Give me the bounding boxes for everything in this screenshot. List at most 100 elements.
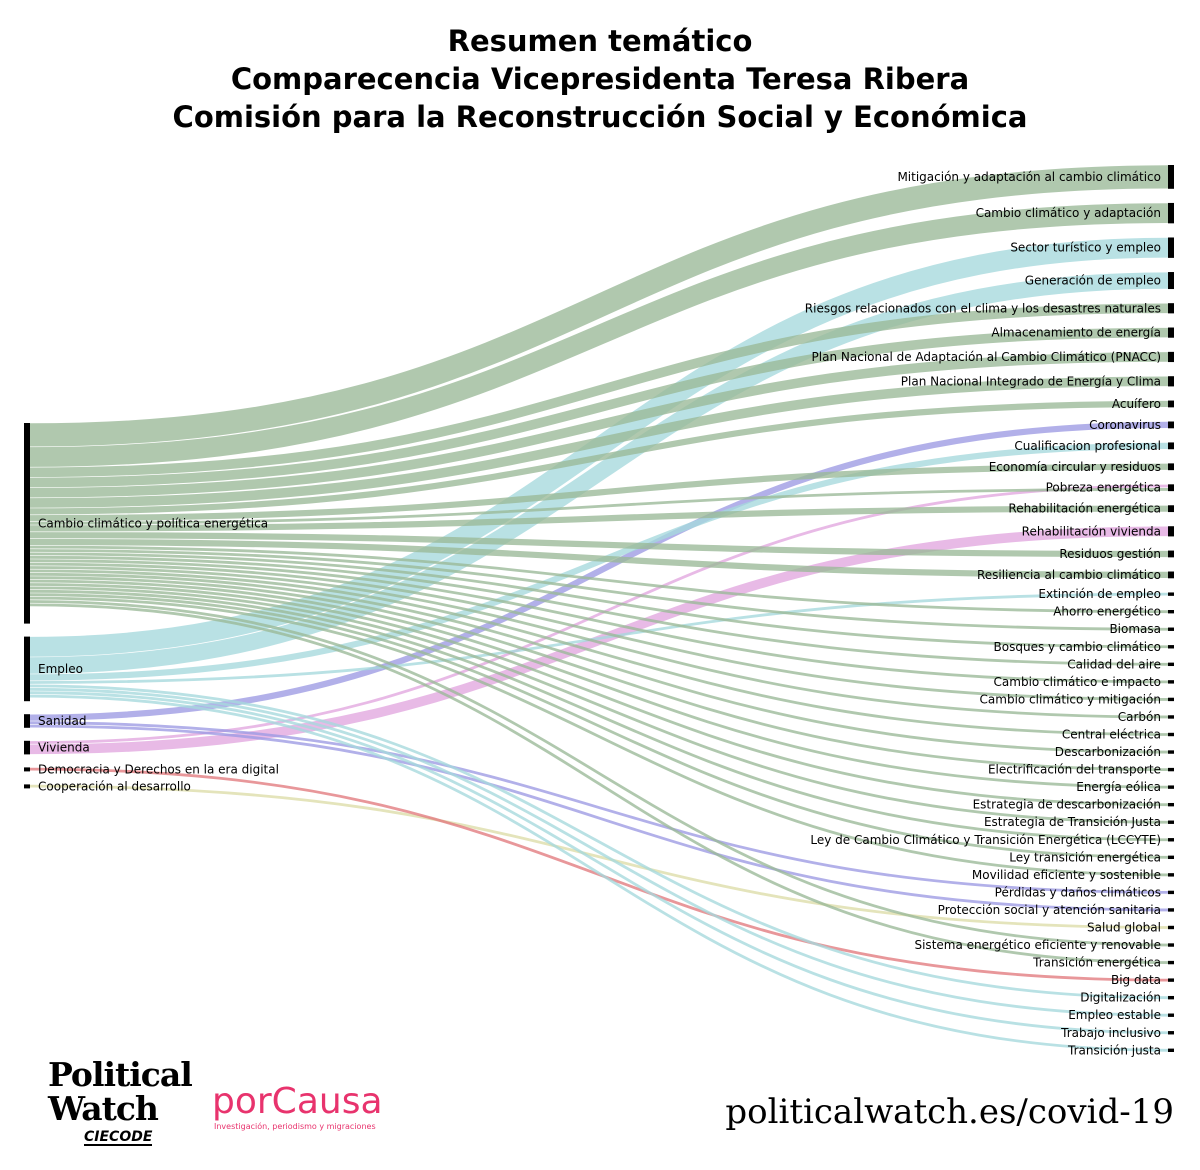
target-node-mitigacion-y-adaptacion-al-cambio-climatico xyxy=(1168,165,1174,189)
target-label-electrificacion-del-transporte: Electrificación del transporte xyxy=(988,763,1161,777)
link-cambio-climatico-y-politica-energetica-to-plan-nacional-integrado-de-energia-y-clima xyxy=(29,376,1169,508)
source-label-sanidad: Sanidad xyxy=(38,714,87,728)
link-cambio-climatico-y-politica-energetica-to-estrategia-de-descarbonizacion xyxy=(29,583,1169,807)
target-node-energia-eolica xyxy=(1168,785,1174,789)
link-cambio-climatico-y-politica-energetica-to-biomasa xyxy=(29,549,1169,631)
link-cambio-climatico-y-politica-energetica-to-bosques-y-cambio-climatico xyxy=(29,552,1169,649)
link-cambio-climatico-y-politica-energetica-to-acuifero xyxy=(29,400,1169,515)
target-node-electrificacion-del-transporte xyxy=(1168,767,1174,772)
target-node-economia-circular-y-residuos xyxy=(1168,463,1174,471)
target-node-estrategia-de-transicion-justa xyxy=(1168,820,1174,824)
target-label-plan-nacional-de-adaptacion-al-cambio-climatico-pnacc: Plan Nacional de Adaptación al Cambio Cl… xyxy=(812,350,1161,364)
target-label-mitigacion-y-adaptacion-al-cambio-climatico: Mitigación y adaptación al cambio climát… xyxy=(897,170,1161,184)
target-node-ley-de-cambio-climatico-y-transicion-energetica-lccyte xyxy=(1168,838,1174,842)
target-label-generacion-de-empleo: Generación de empleo xyxy=(1025,274,1161,288)
link-empleo-to-cualificacion-profesional xyxy=(29,442,1169,681)
link-empleo-to-digitalizacion xyxy=(29,684,1169,1000)
target-label-biomasa: Biomasa xyxy=(1109,622,1161,636)
title-line-1: Resumen temático xyxy=(447,24,753,58)
target-label-proteccion-social-y-atencion-sanitaria: Protección social y atención sanitaria xyxy=(938,903,1161,917)
porcausa-name: porCausa xyxy=(212,1081,383,1122)
nodes-layer xyxy=(24,165,1174,1052)
link-cambio-climatico-y-politica-energetica-to-cambio-climatico-y-adaptacion xyxy=(29,203,1169,467)
link-cambio-climatico-y-politica-energetica-to-riesgos-relacionados-con-el-clima-y-los-desastres-naturales xyxy=(29,303,1169,478)
target-node-riesgos-relacionados-con-el-clima-y-los-desastres-naturales xyxy=(1168,303,1174,314)
target-label-salud-global: Salud global xyxy=(1087,920,1161,934)
target-label-big-data: Big data xyxy=(1111,973,1161,987)
link-cambio-climatico-y-politica-energetica-to-central-electrica xyxy=(29,569,1169,736)
target-label-energia-eolica: Energía eólica xyxy=(1076,780,1161,794)
source-node-sanidad xyxy=(24,714,30,728)
source-label-cambio-climatico-y-politica-energetica: Cambio climático y política energética xyxy=(38,516,268,530)
labels-layer: Cambio climático y política energética Em… xyxy=(38,170,1161,1057)
target-node-coronavirus xyxy=(1168,421,1174,429)
target-node-transicion-justa xyxy=(1168,1048,1174,1052)
source-node-democracia-y-derechos-en-la-era-digital xyxy=(24,767,30,772)
target-label-pobreza-energetica: Pobreza energética xyxy=(1046,481,1161,495)
link-cambio-climatico-y-politica-energetica-to-rehabilitacion-energetica xyxy=(29,505,1169,532)
link-cambio-climatico-y-politica-energetica-to-electrificacion-del-transporte xyxy=(29,576,1169,771)
target-label-movilidad-eficiente-y-sostenible: Movilidad eficiente y sostenible xyxy=(972,868,1161,882)
target-label-empleo-estable: Empleo estable xyxy=(1068,1008,1161,1022)
link-cambio-climatico-y-politica-energetica-to-estrategia-de-transicion-justa xyxy=(29,586,1169,824)
link-empleo-to-extincion-de-empleo xyxy=(29,592,1169,684)
target-label-bosques-y-cambio-climatico: Bosques y cambio climático xyxy=(994,640,1161,654)
link-cambio-climatico-y-politica-energetica-to-ahorro-energetico xyxy=(29,545,1169,614)
source-node-vivienda xyxy=(24,740,30,755)
link-cambio-climatico-y-politica-energetica-to-energia-eolica xyxy=(29,579,1169,789)
source-node-cambio-climatico-y-politica-energetica xyxy=(24,423,30,624)
target-node-generacion-de-empleo xyxy=(1168,272,1174,290)
link-vivienda-to-pobreza-energetica xyxy=(29,484,1169,744)
target-label-cambio-climatico-y-adaptacion: Cambio climático y adaptación xyxy=(976,206,1161,220)
target-label-ley-de-cambio-climatico-y-transicion-energetica-lccyte: Ley de Cambio Climático y Transición Ene… xyxy=(810,833,1161,847)
target-label-ley-transicion-energetica: Ley transición energética xyxy=(1009,850,1161,864)
target-node-digitalizacion xyxy=(1168,995,1174,1000)
source-node-cooperacion-al-desarrollo xyxy=(24,784,30,789)
target-label-economia-circular-y-residuos: Economía circular y residuos xyxy=(989,460,1161,474)
target-node-trabajo-inclusivo xyxy=(1168,1031,1174,1035)
link-cambio-climatico-y-politica-energetica-to-residuos-gestion xyxy=(29,532,1169,558)
target-node-big-data xyxy=(1168,978,1174,982)
link-empleo-to-transicion-justa xyxy=(29,694,1169,1052)
source-label-vivienda: Vivienda xyxy=(38,741,90,755)
target-node-plan-nacional-de-adaptacion-al-cambio-climatico-pnacc xyxy=(1168,351,1174,363)
site-url: politicalwatch.es/covid-19 xyxy=(725,1092,1174,1132)
link-cambio-climatico-y-politica-energetica-to-ley-transicion-energetica xyxy=(29,593,1169,859)
links-layer xyxy=(29,165,1169,1052)
target-label-transicion-justa: Transición justa xyxy=(1067,1043,1161,1057)
link-cambio-climatico-y-politica-energetica-to-movilidad-eficiente-y-sostenible xyxy=(29,596,1169,877)
target-node-pobreza-energetica xyxy=(1168,484,1174,492)
link-cambio-climatico-y-politica-energetica-to-descarbonizacion xyxy=(29,572,1169,754)
link-cambio-climatico-y-politica-energetica-to-ley-de-cambio-climatico-y-transicion-energetica-lccyte xyxy=(29,589,1169,842)
link-cambio-climatico-y-politica-energetica-to-sistema-energetico-eficiente-y-renovable xyxy=(29,600,1169,947)
target-node-calidad-del-aire xyxy=(1168,662,1174,667)
link-cambio-climatico-y-politica-energetica-to-carbon xyxy=(29,566,1169,719)
target-label-ahorro-energetico: Ahorro energético xyxy=(1053,605,1161,619)
link-cambio-climatico-y-politica-energetica-to-economia-circular-y-residuos xyxy=(29,463,1169,522)
target-node-plan-nacional-integrado-de-energia-y-clima xyxy=(1168,376,1174,387)
target-node-central-electrica xyxy=(1168,732,1174,737)
link-cambio-climatico-y-politica-energetica-to-pobreza-energetica xyxy=(29,488,1169,525)
source-label-democracia-y-derechos-en-la-era-digital: Democracia y Derechos en la era digital xyxy=(38,762,279,776)
target-label-perdidas-y-danos-climaticos: Pérdidas y daños climáticos xyxy=(995,885,1161,899)
source-label-empleo: Empleo xyxy=(38,662,83,676)
target-node-bosques-y-cambio-climatico xyxy=(1168,645,1174,649)
link-sanidad-to-coronavirus xyxy=(29,421,1169,721)
target-label-cambio-climatico-y-mitigacion: Cambio climático y mitigación xyxy=(980,692,1161,706)
source-node-empleo xyxy=(24,636,30,702)
target-label-trabajo-inclusivo: Trabajo inclusivo xyxy=(1060,1026,1161,1040)
ciecode-label: CIECODE xyxy=(84,1129,153,1146)
political-watch-logo: Political Watch CIECODE xyxy=(48,1058,198,1146)
target-node-descarbonizacion xyxy=(1168,750,1174,754)
link-empleo-to-empleo-estable xyxy=(29,687,1169,1017)
target-label-almacenamiento-de-energia: Almacenamiento de energía xyxy=(991,326,1161,340)
target-label-calidad-del-aire: Calidad del aire xyxy=(1067,657,1161,671)
target-label-digitalizacion: Digitalización xyxy=(1080,991,1161,1005)
target-node-residuos-gestion xyxy=(1168,550,1174,558)
link-cambio-climatico-y-politica-energetica-to-transicion-energetica xyxy=(29,603,1169,964)
link-cambio-climatico-y-politica-energetica-to-almacenamiento-de-energia xyxy=(29,327,1169,488)
title-line-3: Comisión para la Reconstrucción Social y… xyxy=(172,100,1028,134)
target-label-acuifero: Acuífero xyxy=(1112,397,1161,411)
target-node-cambio-climatico-e-impacto xyxy=(1168,680,1174,684)
